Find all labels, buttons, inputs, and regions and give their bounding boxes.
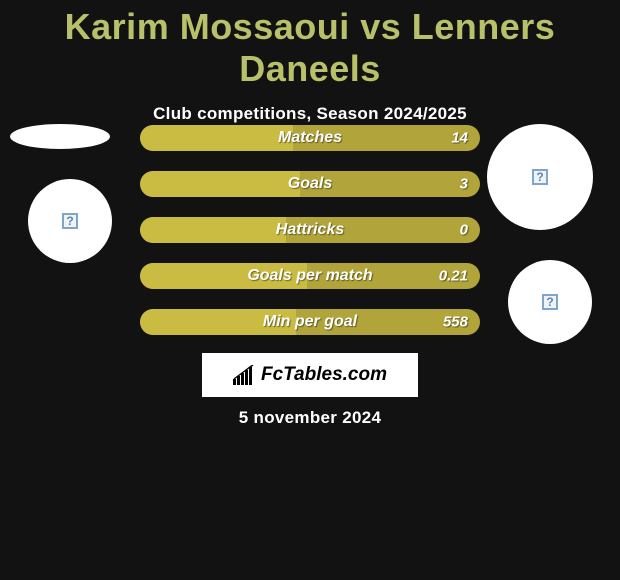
player-avatar-left: ? [28, 179, 112, 263]
avatar-placeholder-icon: ? [542, 294, 558, 310]
stat-bar-row: Goals 3 [140, 171, 480, 197]
player-avatar-right-top: ? [487, 124, 593, 230]
stat-bar-label: Hattricks [276, 221, 344, 239]
signal-bars-icon [233, 365, 255, 385]
stat-bar-label: Goals [288, 175, 332, 193]
stat-bar-row: Hattricks 0 [140, 217, 480, 243]
stat-bar-row: Matches 14 [140, 125, 480, 151]
stat-bar-fill [140, 125, 293, 151]
brand-watermark: FcTables.com [202, 353, 418, 397]
subtitle: Club competitions, Season 2024/2025 [0, 104, 620, 124]
stat-bar-value: 3 [460, 176, 468, 193]
page-title: Karim Mossaoui vs Lenners Daneels [0, 0, 620, 90]
stat-bar-label: Min per goal [263, 313, 357, 331]
decor-ellipse-left [10, 124, 110, 149]
stat-bar-label: Matches [278, 129, 342, 147]
avatar-placeholder-icon: ? [62, 213, 78, 229]
stat-bar-row: Min per goal 558 [140, 309, 480, 335]
player-avatar-right-bottom: ? [508, 260, 592, 344]
stat-bar-value: 0 [460, 222, 468, 239]
brand-name: FcTables.com [261, 364, 387, 386]
stat-bar-row: Goals per match 0.21 [140, 263, 480, 289]
avatar-placeholder-icon: ? [532, 169, 548, 185]
stat-bar-label: Goals per match [247, 267, 372, 285]
stat-bar-value: 0.21 [439, 268, 468, 285]
stat-bar-value: 558 [443, 314, 468, 331]
stat-bar-value: 14 [451, 130, 468, 147]
stat-bar-fill [140, 171, 300, 197]
footer-date: 5 november 2024 [0, 408, 620, 428]
stats-bar-chart: Matches 14 Goals 3 Hattricks 0 Goals per match… [140, 125, 480, 355]
stat-bar-fill [140, 217, 286, 243]
